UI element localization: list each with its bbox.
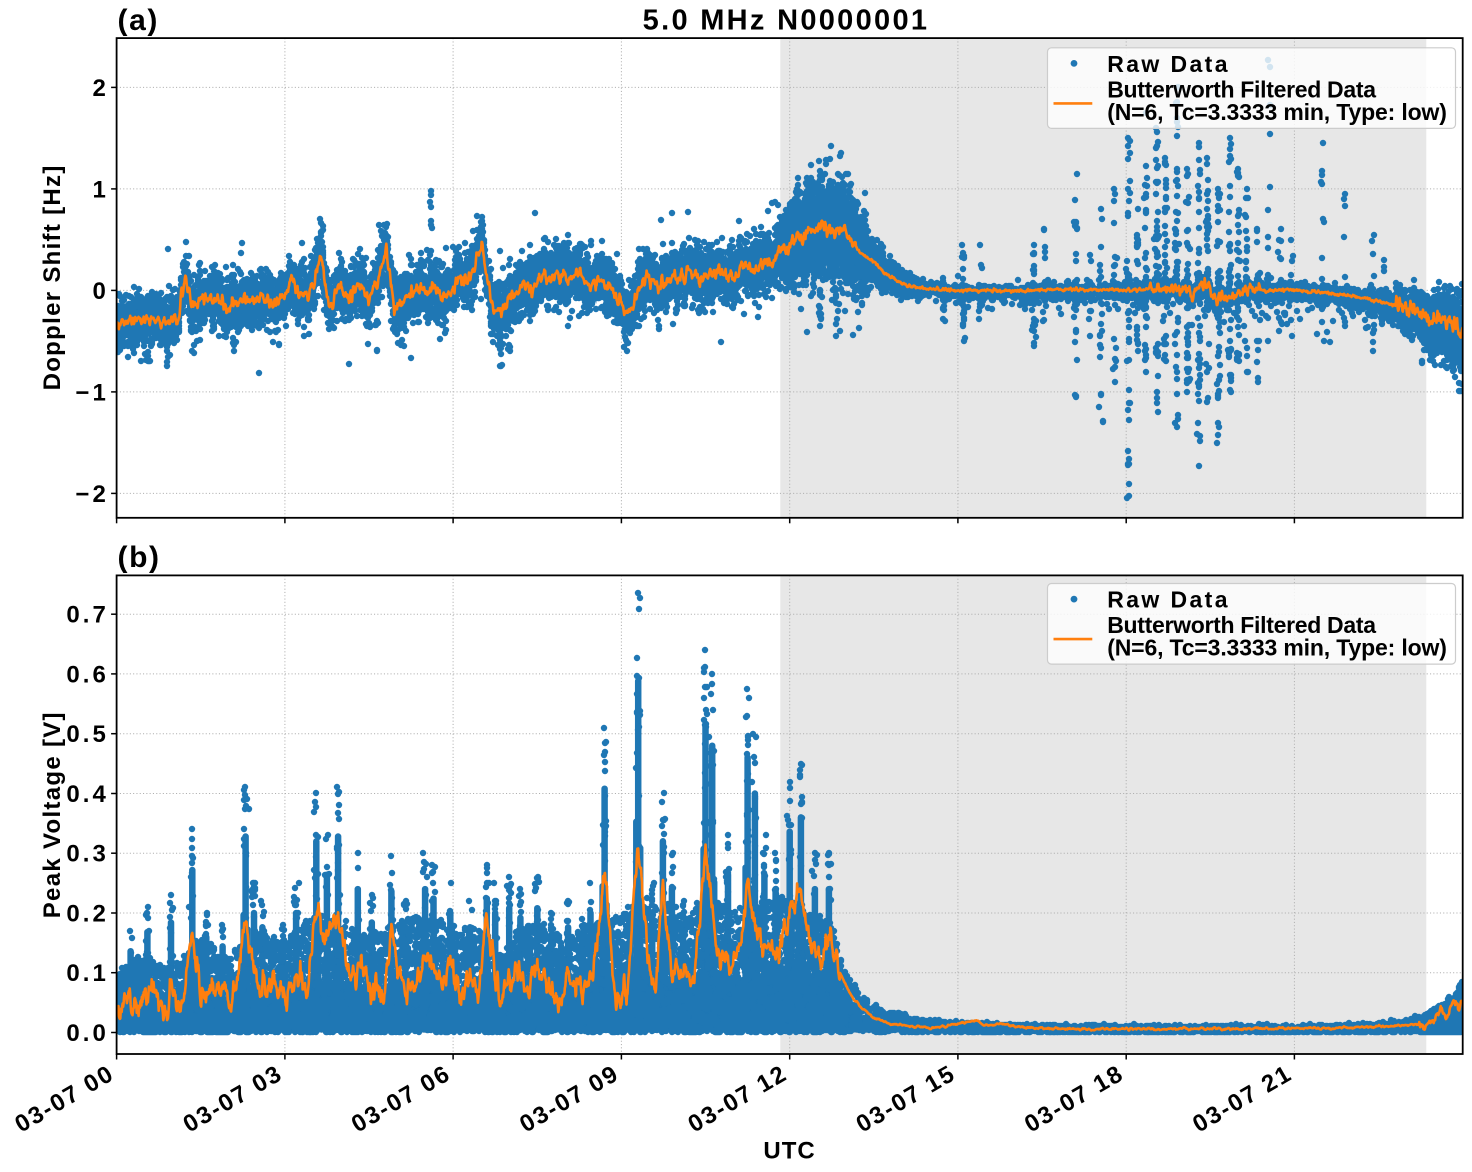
svg-text:0.5: 0.5 — [66, 721, 108, 748]
svg-text:1: 1 — [92, 176, 108, 203]
svg-text:(b): (b) — [118, 541, 161, 574]
svg-text:Doppler Shift [Hz]: Doppler Shift [Hz] — [39, 164, 66, 390]
svg-text:0.1: 0.1 — [66, 960, 108, 987]
svg-text:−1: −1 — [75, 379, 108, 406]
svg-text:Raw Data: Raw Data — [1107, 51, 1230, 77]
svg-text:(N=6, Tc=3.3333 min, Type: low: (N=6, Tc=3.3333 min, Type: low) — [1107, 99, 1447, 125]
svg-text:UTC: UTC — [763, 1138, 815, 1165]
svg-text:0.0: 0.0 — [66, 1020, 108, 1047]
svg-text:5.0 MHz N0000001: 5.0 MHz N0000001 — [643, 4, 930, 36]
svg-text:Butterworth Filtered Data: Butterworth Filtered Data — [1107, 612, 1376, 638]
svg-text:Butterworth Filtered Data: Butterworth Filtered Data — [1107, 76, 1376, 102]
svg-text:0: 0 — [92, 278, 108, 305]
svg-text:Peak Voltage [V]: Peak Voltage [V] — [39, 711, 66, 918]
svg-text:0.4: 0.4 — [66, 781, 108, 808]
svg-text:(a): (a) — [118, 4, 159, 37]
svg-text:Raw Data: Raw Data — [1107, 587, 1230, 613]
svg-text:(N=6, Tc=3.3333 min, Type: low: (N=6, Tc=3.3333 min, Type: low) — [1107, 635, 1447, 661]
svg-text:−2: −2 — [75, 481, 108, 508]
svg-text:0.6: 0.6 — [66, 661, 108, 688]
svg-text:0.7: 0.7 — [66, 602, 108, 629]
svg-text:0.2: 0.2 — [66, 901, 108, 928]
svg-text:2: 2 — [92, 75, 108, 102]
svg-text:0.3: 0.3 — [66, 841, 108, 868]
